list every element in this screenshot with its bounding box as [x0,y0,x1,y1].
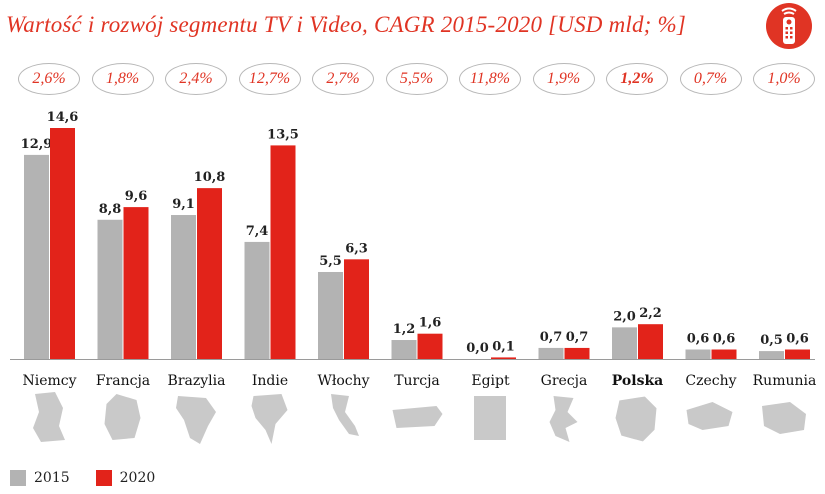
cagr-francja: 1,8% [91,63,154,95]
category-label-rumunia: Rumunia [753,373,817,389]
category-label-niemcy: Niemcy [22,373,76,389]
bar-2020-egipt [491,357,516,359]
bar-2015-turcja [391,340,417,359]
bar-2015-brazylia [171,215,196,359]
map-turcja-icon [392,406,443,428]
data-label-2020-turcja: 1,6 [419,316,442,331]
bar-2020-grecja [564,347,590,359]
data-label-2020-egipt: 0,1 [492,339,515,354]
legend-label-2020: 2020 [119,470,156,486]
data-label-2015-niemcy: 12,9 [21,137,53,152]
map-francja-icon [104,394,141,440]
bar-2020-brazylia [197,188,222,359]
category-label-turcja: Turcja [394,373,440,389]
data-label-2020-brazylia: 10,8 [194,170,226,185]
category-label-indie: Indie [252,373,288,389]
cagr-brazylia: 2,4% [165,63,227,95]
data-label-2020-polska: 2,2 [639,306,662,321]
bar-2015-rumunia [759,351,784,359]
data-label-2015-francja: 8,8 [99,202,122,217]
data-label-2020-wlochy: 6,3 [345,241,368,256]
bar-2015-indie [244,241,270,359]
bar-2015-niemcy [24,154,49,359]
cagr-polska: 1,2% [606,63,668,95]
legend: 2015 2020 [10,470,181,486]
cagr-czechy: 0,7% [679,63,742,95]
data-label-2020-francja: 9,6 [125,189,148,204]
cagr-rumunia: 1,0% [753,63,815,95]
category-label-wlochy: Włochy [317,373,369,389]
legend-item-2015: 2015 [10,470,70,486]
bar-2020-turcja [417,333,443,359]
bar-2015-francja [97,219,123,359]
category-label-czechy: Czechy [685,373,736,389]
cagr-indie: 12,7% [238,63,301,95]
chart-title: Wartość i rozwój segmentu TV i Video, CA… [6,12,686,37]
cagr-niemcy: 2,6% [18,63,80,95]
legend-swatch-2020 [95,470,112,486]
data-label-2015-grecja: 0,7 [540,330,563,345]
data-label-2020-grecja: 0,7 [566,330,589,345]
bar-2020-wlochy [344,259,369,359]
bar-2020-indie [270,145,296,359]
bar-2020-francja [123,207,149,359]
bar-2020-polska [638,324,663,359]
data-label-2015-egipt: 0,0 [466,341,489,356]
data-label-2015-polska: 2,0 [613,309,636,324]
map-wlochy-icon [331,394,359,436]
data-label-2020-indie: 13,5 [267,127,299,142]
bar-2015-grecja [538,347,564,359]
cagr-turcja: 5,5% [385,63,448,95]
tv-remote-icon [766,3,812,49]
legend-item-2020: 2020 [95,470,156,486]
map-brazylia-icon [176,396,216,444]
category-label-brazylia: Brazylia [168,373,226,389]
map-polska-icon [614,395,658,443]
bar-2015-czechy [685,349,711,359]
map-indie-icon [251,394,288,444]
map-czechy-icon [686,402,733,430]
data-label-2015-rumunia: 0,5 [760,333,783,348]
bar-2020-czechy [711,349,737,359]
map-grecja-icon [549,396,578,442]
legend-swatch-2015 [10,470,26,486]
bar-2020-rumunia [785,349,810,359]
data-label-2015-wlochy: 5,5 [319,254,342,269]
map-rumunia-icon [762,402,806,434]
bar-2015-wlochy [318,271,343,359]
bar-2020-niemcy [50,128,75,359]
data-label-2020-rumunia: 0,6 [786,332,809,347]
category-label-polska: Polska [612,373,663,389]
category-label-francja: Francja [96,373,150,389]
data-label-2020-czechy: 0,6 [713,332,736,347]
bar-2015-polska [612,327,637,359]
data-label-2020-niemcy: 14,6 [47,110,79,125]
map-niemcy-icon [33,392,65,442]
data-label-2015-turcja: 1,2 [393,322,416,337]
data-label-2015-indie: 7,4 [246,224,269,239]
map-egipt-icon [474,396,506,440]
legend-label-2015: 2015 [34,470,70,486]
category-label-egipt: Egipt [471,373,510,389]
cagr-wlochy: 2,7% [312,63,374,95]
data-label-2015-brazylia: 9,1 [172,197,195,212]
category-label-grecja: Grecja [541,373,588,389]
cagr-grecja: 1,9% [532,63,595,95]
cagr-egipt: 11,8% [459,63,521,95]
data-label-2015-czechy: 0,6 [687,332,710,347]
